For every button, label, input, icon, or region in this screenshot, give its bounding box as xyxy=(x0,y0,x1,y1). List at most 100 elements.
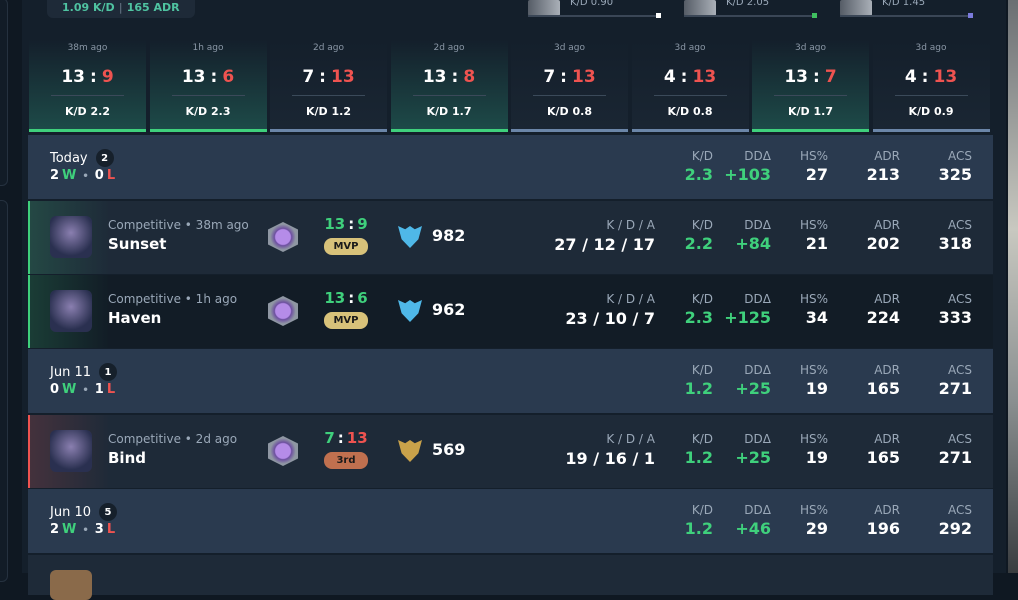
day-count: 2 xyxy=(95,149,114,167)
agent-marker xyxy=(968,13,973,18)
recent-card[interactable]: 3d ago 4:13 K/D 0.9 xyxy=(872,40,990,132)
card-time: 3d ago xyxy=(674,43,706,53)
match-row-partial xyxy=(28,555,993,595)
stat-header: ADR xyxy=(874,503,900,517)
result-accent xyxy=(28,275,30,348)
card-score-opp: 13 xyxy=(692,67,717,87)
day-label: Jun 10 5 xyxy=(50,503,117,521)
kda: 27 / 12 / 17 xyxy=(554,235,655,254)
card-score: 4:13 xyxy=(873,67,990,87)
recent-card[interactable]: 3d ago 7:13 K/D 0.8 xyxy=(511,40,628,132)
day-row: Today 2 2 W • 0 L K/D 2.3 DDΔ +103 HS% 27 ADR 213 ACS 32… xyxy=(28,135,993,199)
stat-header: ADR xyxy=(874,432,900,446)
stat-value: +25 xyxy=(735,379,771,398)
recent-card[interactable]: 3d ago 13:7 K/D 1.7 xyxy=(752,40,869,132)
recent-card[interactable]: 38m ago 13:9 K/D 2.2 xyxy=(29,40,146,132)
card-score-opp: 13 xyxy=(330,67,355,87)
score-opp: 6 xyxy=(357,289,368,307)
agent-avatar xyxy=(50,216,92,258)
score-us: 7 xyxy=(324,429,335,447)
recent-card[interactable]: 2d ago 7:13 K/D 1.2 xyxy=(270,40,387,132)
card-time: 38m ago xyxy=(67,43,108,53)
stat-header: HS% xyxy=(799,503,828,517)
score-sep: : xyxy=(348,215,355,233)
kda-header: K / D / A xyxy=(606,218,655,232)
day-label: Jun 11 1 xyxy=(50,363,117,381)
card-score-opp: 13 xyxy=(571,67,596,87)
match-row[interactable]: Competitive • 38m ago Sunset 13:9 MVP 982 K /… xyxy=(28,201,993,274)
card-score: 7:13 xyxy=(270,67,387,87)
match-score: 13:6 xyxy=(306,289,386,307)
card-score-us: 7 xyxy=(543,67,556,87)
card-score-opp: 6 xyxy=(222,67,235,87)
stat-header: DDΔ xyxy=(744,363,771,377)
agent-thumb xyxy=(840,0,872,16)
match-badge: MVP xyxy=(324,238,368,255)
stat-value: 271 xyxy=(938,379,972,398)
rank-icon xyxy=(268,222,298,252)
kda: 19 / 16 / 1 xyxy=(565,449,655,468)
agent-bar xyxy=(528,15,660,17)
recent-card[interactable]: 1h ago 13:6 K/D 2.3 xyxy=(149,40,267,132)
rating-icon xyxy=(398,440,422,462)
stat-value: 292 xyxy=(938,519,972,538)
day-row: Jun 11 1 0 W • 1 L K/D 1.2 DDΔ +25 HS% 19 ADR 165 ACS 27… xyxy=(28,349,993,413)
match-score: 7:13 xyxy=(306,429,386,447)
card-score-sep: : xyxy=(90,67,97,87)
rank-icon xyxy=(268,296,298,326)
stat-value: 2.3 xyxy=(684,165,713,184)
wins: 2 xyxy=(50,168,60,183)
card-score-opp: 13 xyxy=(933,67,958,87)
card-score: 13:8 xyxy=(391,67,508,87)
side-image xyxy=(1008,0,1018,573)
score-us: 13 xyxy=(324,215,346,233)
stat-value: 29 xyxy=(805,519,828,538)
stat-header: ADR xyxy=(874,363,900,377)
stat-header: DDΔ xyxy=(744,292,771,306)
day-count: 1 xyxy=(99,363,117,381)
recent-card[interactable]: 2d ago 13:8 K/D 1.7 xyxy=(390,40,508,132)
stat-header: HS% xyxy=(799,432,828,446)
day-record: 2 W • 3 L xyxy=(50,522,115,537)
losses: 0 xyxy=(94,168,104,183)
match-row[interactable]: Competitive • 2d ago Bind 7:13 3rd 569 K / D … xyxy=(28,415,993,488)
sidebar-top xyxy=(0,0,8,186)
loss-label: L xyxy=(106,382,116,397)
rating: 982 xyxy=(432,226,466,245)
card-score-sep: : xyxy=(319,67,326,87)
result-accent xyxy=(28,415,30,488)
card-time: 1h ago xyxy=(192,43,224,53)
match-row[interactable]: Competitive • 1h ago Haven 13:6 MVP 962 K / D… xyxy=(28,275,993,348)
card-kd: K/D 2.3 xyxy=(185,105,231,118)
stat-header: HS% xyxy=(799,363,828,377)
card-time: 2d ago xyxy=(433,43,465,53)
card-divider xyxy=(533,95,606,96)
agent-kd: K/D 2.05 xyxy=(726,0,770,8)
stat-header: DDΔ xyxy=(744,432,771,446)
stat-header: HS% xyxy=(799,292,828,306)
stat-value: 165 xyxy=(866,448,900,467)
loss-label: L xyxy=(106,168,116,183)
wins: 0 xyxy=(50,382,60,397)
recent-card[interactable]: 3d ago 4:13 K/D 0.8 xyxy=(631,40,749,132)
stat-value: +25 xyxy=(735,448,771,467)
day-label: Today 2 xyxy=(50,149,114,167)
rating-icon xyxy=(398,226,422,248)
card-score-sep: : xyxy=(210,67,218,87)
loss-label: L xyxy=(106,522,116,537)
stat-value: +84 xyxy=(735,234,771,253)
stat-header: K/D xyxy=(691,218,713,232)
win-label: W xyxy=(62,522,77,537)
card-divider xyxy=(653,95,727,96)
agent-thumb xyxy=(528,0,560,16)
card-score-us: 13 xyxy=(784,67,808,87)
card-score-sep: : xyxy=(921,67,929,87)
score-opp: 9 xyxy=(357,215,368,233)
agent-bar xyxy=(684,15,816,17)
score-sep: : xyxy=(337,429,344,447)
match-score: 13:9 xyxy=(306,215,386,233)
card-score-us: 13 xyxy=(61,67,85,87)
stat-value: 19 xyxy=(805,448,828,467)
match-mode: Competitive • 38m ago xyxy=(108,218,249,232)
